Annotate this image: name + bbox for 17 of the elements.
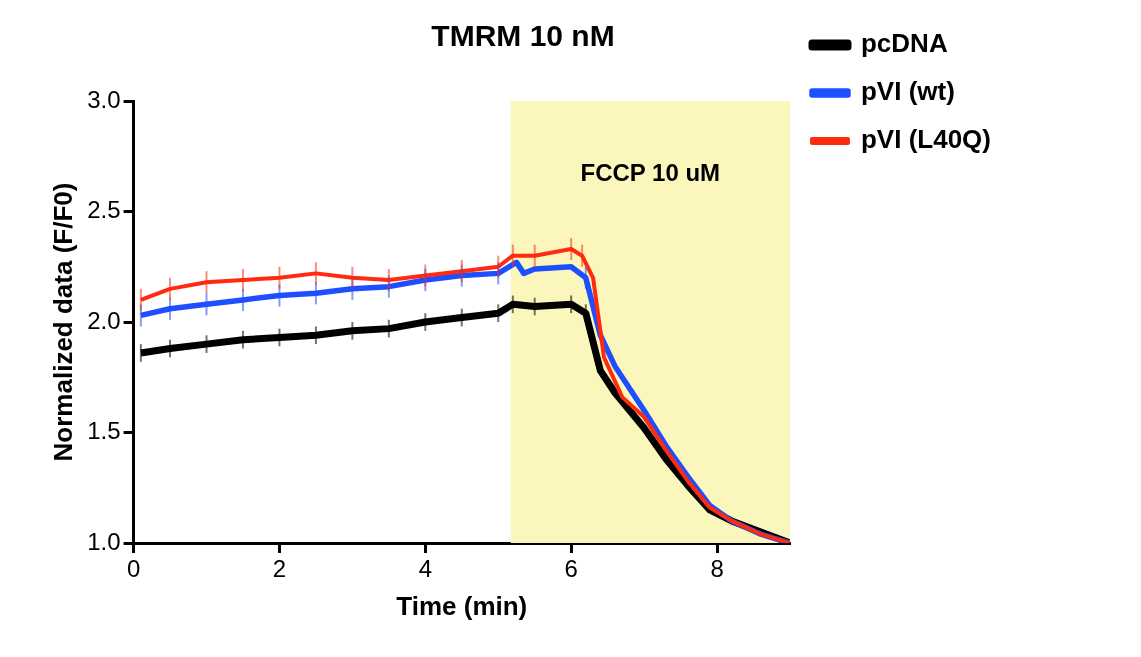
x-tick-label: 8 <box>710 555 724 583</box>
x-tick-label: 4 <box>418 555 432 583</box>
y-tick-label: 3.0 <box>87 85 121 113</box>
x-axis-title: Time (min) <box>396 590 528 621</box>
legend-label: pcDNA <box>860 28 948 59</box>
legend-label: pVI (wt) <box>860 76 955 107</box>
y-tick-label: 1.0 <box>87 527 121 555</box>
chart-title: TMRM 10 nM <box>431 19 615 53</box>
x-tick-label: 2 <box>272 555 287 583</box>
legend-label: pVI (L40Q) <box>860 124 991 155</box>
y-axis-title: Normalized data (F/F0) <box>47 182 78 462</box>
x-tick-label: 0 <box>126 555 141 583</box>
y-tick-label: 1.5 <box>87 417 121 445</box>
y-tick-label: 2.5 <box>87 196 121 224</box>
band-label: FCCP 10 uM <box>580 159 721 186</box>
x-tick-label: 6 <box>564 555 578 583</box>
y-tick-label: 2.0 <box>87 306 121 334</box>
